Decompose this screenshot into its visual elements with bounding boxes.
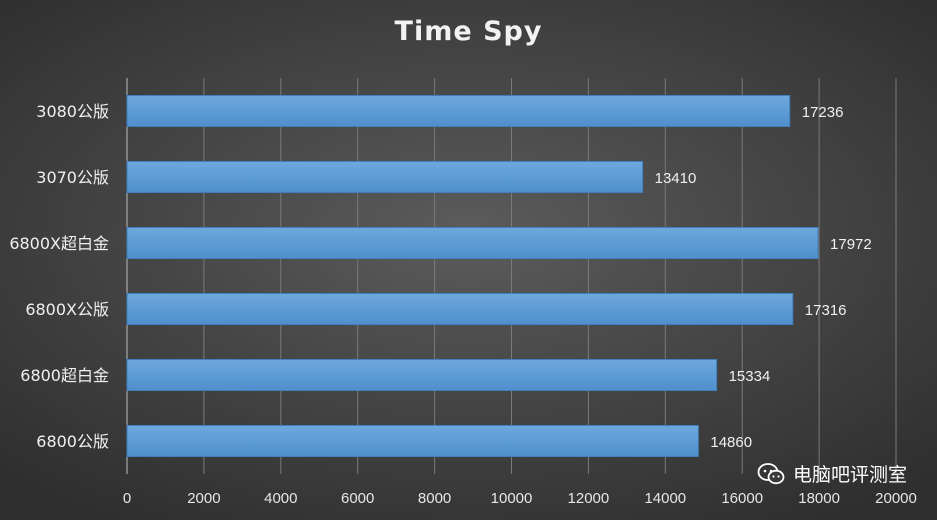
x-tick-label: 20000 (875, 490, 917, 507)
data-label: 17236 (802, 104, 844, 121)
x-tick-label: 8000 (418, 490, 451, 507)
data-label: 17316 (805, 302, 847, 319)
category-label: 6800X超白金 (9, 234, 109, 253)
bar (126, 293, 794, 325)
x-tick-label: 10000 (491, 490, 533, 507)
bar (126, 161, 644, 193)
category-label: 6800X公版 (25, 300, 109, 319)
bar (126, 425, 699, 457)
bar (126, 359, 718, 391)
x-tick-label: 12000 (568, 490, 610, 507)
category-label: 6800超白金 (20, 366, 109, 385)
wechat-icon (757, 462, 785, 486)
chart-title: Time Spy (394, 16, 543, 47)
x-tick-label: 6000 (341, 490, 374, 507)
x-tick-label: 16000 (721, 490, 763, 507)
x-tick-label: 4000 (264, 490, 297, 507)
x-tick-label: 14000 (644, 490, 686, 507)
x-tick-label: 18000 (798, 490, 840, 507)
data-label: 13410 (655, 170, 697, 187)
data-label: 17972 (830, 236, 872, 253)
watermark-text: 电脑吧评测室 (792, 464, 907, 486)
x-tick-label: 2000 (187, 490, 220, 507)
bar (126, 227, 819, 259)
watermark: 电脑吧评测室 (757, 460, 907, 487)
data-label: 14860 (710, 434, 752, 451)
data-label: 15334 (729, 368, 771, 385)
x-tick-label: 0 (123, 490, 131, 507)
category-label: 6800公版 (36, 432, 109, 451)
category-label: 3070公版 (36, 168, 109, 187)
bar (126, 95, 791, 127)
category-label: 3080公版 (36, 102, 109, 121)
